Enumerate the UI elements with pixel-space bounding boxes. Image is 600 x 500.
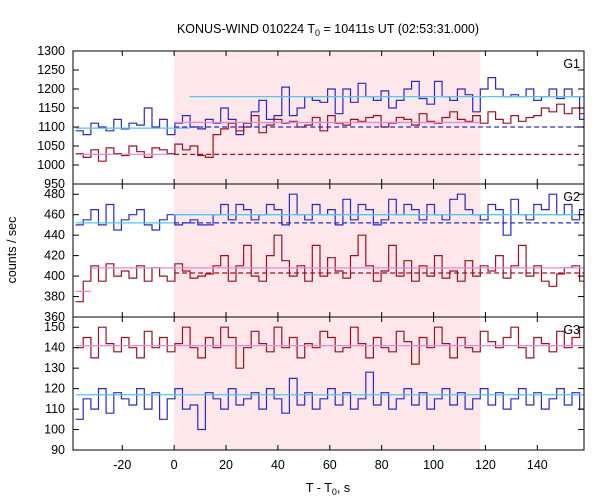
panel-plot-area xyxy=(75,77,584,162)
panels: 9501000105011001150120012501300G13603804… xyxy=(37,44,585,472)
y-tick-label: 110 xyxy=(45,402,65,416)
y-tick-label: 1000 xyxy=(37,158,65,172)
x-axis-label-subscript: 0 xyxy=(332,487,337,497)
panel-label: G1 xyxy=(563,57,580,71)
y-tick-label: 130 xyxy=(44,361,65,375)
y-axis-label: counts / sec xyxy=(5,217,19,284)
shaded-interval xyxy=(174,184,481,317)
y-tick-label: 120 xyxy=(44,382,65,396)
chart-title-suffix: = 10411s UT (02:53:31.000) xyxy=(320,22,479,36)
series-red-line xyxy=(75,234,584,303)
x-axis-label: T - T0, s xyxy=(306,481,350,497)
y-tick-label: 140 xyxy=(44,341,65,355)
y-tick-label: 360 xyxy=(44,310,65,324)
series-red-line xyxy=(75,103,584,162)
y-tick-label: 1150 xyxy=(38,101,65,115)
x-tick-label: -20 xyxy=(113,458,131,472)
y-tick-label: 440 xyxy=(44,228,65,242)
x-tick-label: 100 xyxy=(423,458,444,472)
shaded-interval xyxy=(174,317,481,450)
panel-plot-area xyxy=(75,326,584,431)
y-tick-label: 1250 xyxy=(37,63,65,77)
x-tick-label: 20 xyxy=(219,458,233,472)
series-blue-line xyxy=(75,77,584,136)
y-tick-label: 90 xyxy=(51,443,65,457)
y-tick-label: 950 xyxy=(44,177,65,191)
y-tick-label: 1200 xyxy=(37,82,65,96)
y-tick-label: 1300 xyxy=(37,44,65,58)
chart-title: KONUS-WIND 010224 T0 = 10411s UT (02:53:… xyxy=(177,22,479,38)
panel-plot-area xyxy=(75,193,584,303)
y-tick-label: 150 xyxy=(44,320,65,334)
panel-g2: 360 380 400 420 440 460 480 G2 xyxy=(44,183,585,324)
series-blue-line xyxy=(75,193,584,236)
y-tick-label: 1050 xyxy=(37,139,65,153)
x-tick-label: 80 xyxy=(375,458,389,472)
panel-label: G3 xyxy=(563,323,580,337)
x-tick-label: 0 xyxy=(171,458,178,472)
y-tick-label: 1100 xyxy=(38,120,65,134)
y-tick-label: 100 xyxy=(44,423,65,437)
panel-frame xyxy=(72,316,585,451)
chart-title-prefix: KONUS-WIND 010224 T xyxy=(177,22,315,36)
x-axis-label-prefix: T - T xyxy=(306,481,332,495)
y-tick-label: 480 xyxy=(44,187,65,201)
x-tick-label: 140 xyxy=(527,458,548,472)
y-tick-label: 420 xyxy=(44,249,65,263)
series-red-line xyxy=(75,326,584,369)
x-tick-label: 120 xyxy=(475,458,496,472)
chart-title-subscript: 0 xyxy=(315,28,320,38)
x-tick-label: 60 xyxy=(323,458,337,472)
y-tick-label: 460 xyxy=(44,208,65,222)
y-tick-label: 380 xyxy=(44,290,65,304)
y-tick-label: 400 xyxy=(44,269,65,283)
x-tick-label: 40 xyxy=(271,458,285,472)
panel-label: G2 xyxy=(563,190,580,204)
panel-g3: 90 100 110 120 130 140 150 G3 xyxy=(44,316,585,457)
panel-g1: 950 1000 1050 1100 1150 1200 1250 1300 G1 xyxy=(37,44,585,191)
x-axis-label-suffix: , s xyxy=(337,481,350,495)
series-blue-line xyxy=(75,371,584,431)
